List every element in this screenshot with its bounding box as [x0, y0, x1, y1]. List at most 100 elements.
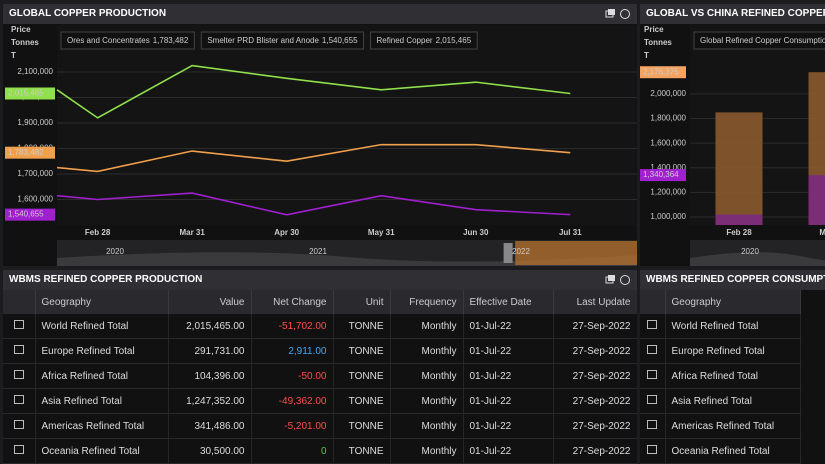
cell: Oceania Refined Total	[665, 438, 801, 464]
table-row: Asia Refined Total 1,247,352.00 -49,362.00…	[3, 388, 637, 414]
y-tick-label: 1,900,000	[17, 118, 53, 127]
navigator-year: 2022	[512, 247, 530, 256]
row-icon[interactable]	[3, 438, 36, 464]
icon	[13, 445, 24, 454]
cell: Europe Refined Total	[665, 338, 801, 364]
icon	[13, 395, 24, 404]
row-icon[interactable]	[3, 338, 36, 364]
table: Geography Value Net Change Unit Frequency Eff…	[3, 290, 637, 464]
column-header: Unit	[333, 290, 391, 314]
y-axis-label: Price	[644, 25, 664, 34]
y-tick-label: 1,700,000	[17, 169, 53, 178]
table-panel: WBMS REFINED COPPER CONSUMPTION Geograph…	[640, 270, 825, 464]
cell: Asia Refined Total	[35, 388, 169, 414]
table-row: Africa Refined Total	[640, 363, 825, 389]
y-axis-label: Tonnes	[644, 38, 672, 47]
cell: 2,015,465.00	[168, 314, 252, 339]
cell: 27-Sep-2022	[553, 413, 637, 439]
cell: TONNE	[333, 388, 391, 414]
table-row: World Refined Total	[640, 314, 825, 339]
value-badge	[640, 66, 686, 79]
row-icon[interactable]	[3, 314, 36, 339]
cell: 01-Jul-22	[463, 338, 554, 364]
cell: Oceania Refined Total	[35, 438, 169, 464]
cell: 01-Jul-22	[463, 413, 554, 439]
cell: 27-Sep-2022	[553, 388, 637, 414]
value-badge-label: 2,176,375	[643, 67, 679, 76]
row-icon[interactable]	[640, 413, 666, 439]
cell: World Refined Total	[35, 314, 169, 339]
cell: 104,396.00	[168, 363, 252, 389]
table-row: Africa Refined Total 104,396.00 -50.00 TONN…	[3, 363, 637, 389]
table-row: Asia Refined Total	[640, 388, 825, 414]
row-icon[interactable]	[640, 438, 666, 464]
cell: 2,911.00	[251, 338, 334, 364]
legend-box	[60, 31, 195, 50]
icon	[647, 395, 658, 404]
cell: 27-Sep-2022	[553, 363, 637, 389]
icon	[647, 370, 658, 379]
y-tick-label: 1,000,000	[650, 212, 686, 221]
cell: 27-Sep-2022	[553, 338, 637, 364]
x-tick-label: Jun 30	[463, 228, 489, 237]
navigator-shape	[690, 252, 825, 266]
legend-box	[693, 31, 825, 50]
cell: Americas Refined Total	[665, 413, 801, 439]
column-header: Last Update	[553, 290, 637, 314]
cell: TONNE	[333, 438, 391, 464]
panel-icons[interactable]	[603, 270, 633, 290]
cell: Monthly	[390, 413, 464, 439]
x-tick-label: Feb 28	[726, 228, 752, 237]
value-badge-label: 1,340,364	[643, 170, 679, 179]
table-row: Americas Refined Total 341,486.00 -5,201.0…	[3, 413, 637, 439]
table-row: Americas Refined Total	[640, 413, 825, 439]
cell: Europe Refined Total	[35, 338, 169, 364]
row-icon[interactable]	[3, 363, 36, 389]
icon	[647, 445, 658, 454]
bar	[808, 175, 825, 225]
table-row: Europe Refined Total	[640, 338, 825, 364]
cell: Africa Refined Total	[35, 363, 169, 389]
cell: 0	[251, 438, 334, 464]
navigator-handle[interactable]	[503, 243, 513, 263]
cell: Africa Refined Total	[665, 363, 801, 389]
header-cell	[3, 290, 36, 314]
bar	[715, 112, 763, 225]
cell: TONNE	[333, 413, 391, 439]
plot-area	[57, 25, 637, 225]
table-row: Europe Refined Total 291,731.00 2,911.00 TO…	[3, 338, 637, 364]
cell: Americas Refined Total	[35, 413, 169, 439]
row-icon[interactable]	[640, 338, 666, 364]
value-badge	[640, 169, 686, 182]
value-badge-label: 1,783,482	[8, 148, 44, 157]
navigator-range	[515, 241, 637, 265]
legend-value: 1,783,482	[153, 36, 189, 45]
table: Geography World Refined Total Europe Refin…	[640, 290, 825, 464]
x-tick-label: Apr 30	[274, 228, 299, 237]
cell: 01-Jul-22	[463, 363, 554, 389]
table-panel: WBMS REFINED COPPER PRODUCTION Geography…	[3, 270, 637, 464]
legend-label: Ores and Concentrates	[67, 36, 150, 45]
legend-label: Refined Copper	[377, 36, 433, 45]
cell: 01-Jul-22	[463, 438, 554, 464]
column-header: Frequency	[390, 290, 464, 314]
column-header: Effective Date	[463, 290, 554, 314]
header-row: Geography Value Net Change Unit Frequency Eff…	[3, 290, 637, 314]
panel-header: GLOBAL COPPER PRODUCTION	[3, 4, 637, 24]
row-icon[interactable]	[640, 314, 666, 339]
row-icon[interactable]	[3, 388, 36, 414]
y-axis-label: T	[644, 51, 649, 60]
y-tick-label: 2,000,000	[650, 89, 686, 98]
row-icon[interactable]	[640, 363, 666, 389]
row-icon[interactable]	[3, 413, 36, 439]
legend-label: Smelter PRD Blister and Anode	[207, 36, 319, 45]
table-row: Oceania Refined Total	[640, 438, 825, 464]
cell: Monthly	[390, 388, 464, 414]
y-tick-label: 2,100,000	[17, 67, 53, 76]
cell: -50.00	[251, 363, 334, 389]
row-icon[interactable]	[640, 388, 666, 414]
panel-icons[interactable]	[603, 4, 633, 24]
panel-header: GLOBAL VS CHINA REFINED COPPER CONSUMPTI…	[640, 4, 825, 24]
y-axis-label: Tonnes	[11, 38, 39, 47]
header-cell	[640, 290, 666, 314]
